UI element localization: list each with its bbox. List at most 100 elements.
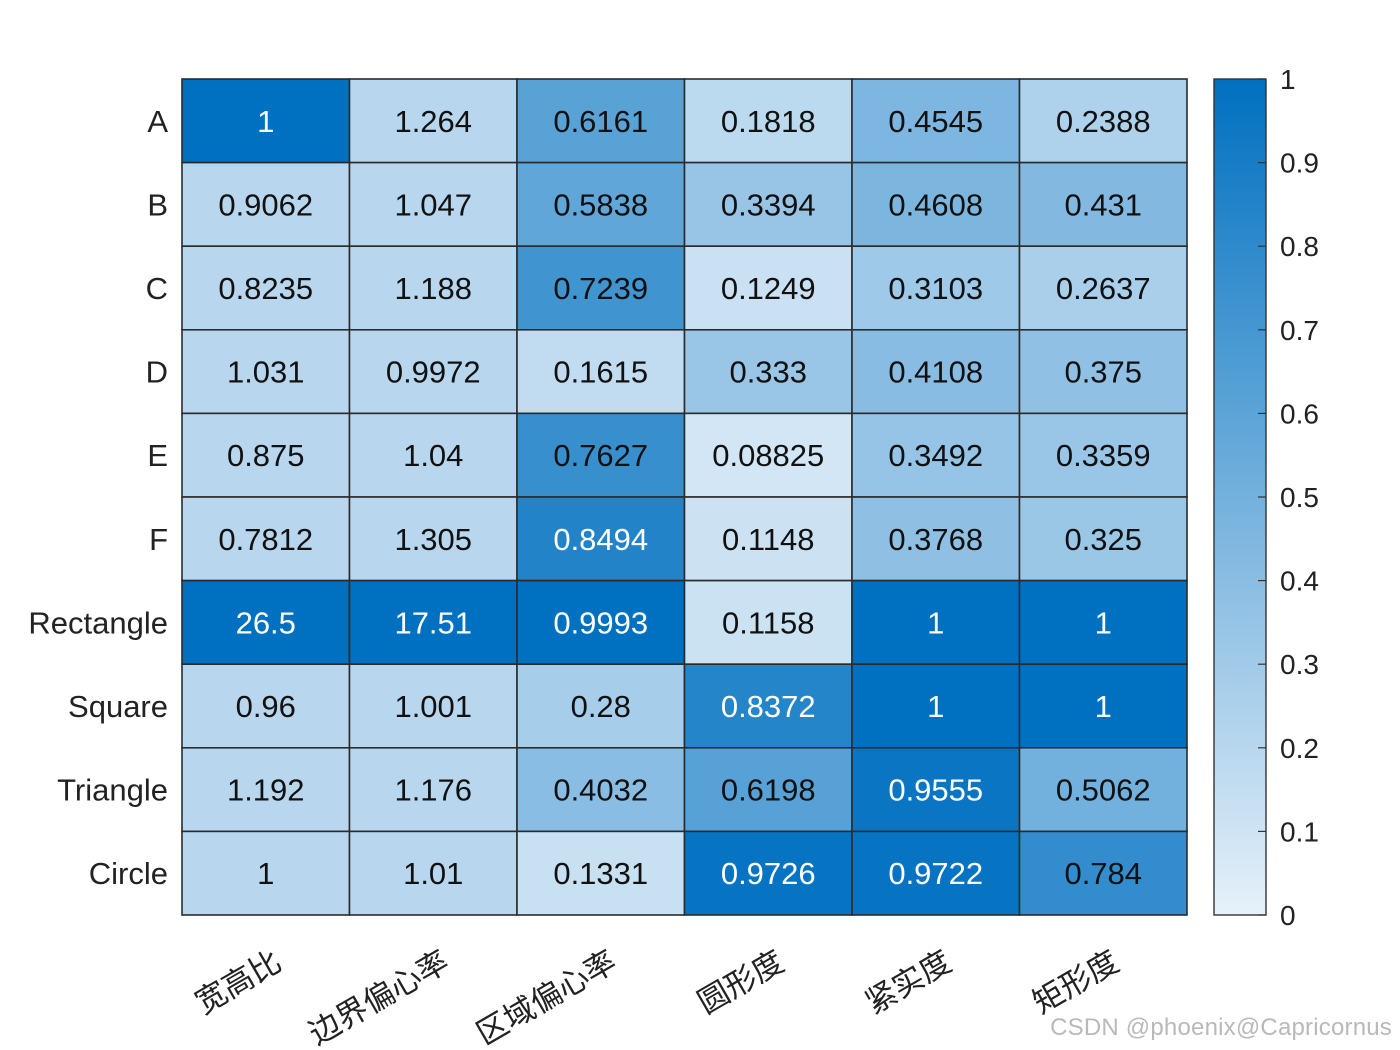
cell-value-label-2-4: 0.3103: [888, 271, 983, 306]
heatmap-cell-7-5: [1018, 663, 1188, 749]
cell-value-label-3-5: 0.375: [1064, 355, 1142, 390]
cell-value-label-4-4: 0.3492: [888, 438, 983, 473]
heatmap-cell-0-3: [683, 78, 853, 164]
cell-value-label-4-0: 0.875: [227, 438, 305, 473]
cell-value-label-8-2: 0.4032: [553, 773, 648, 808]
colorbar-tick-label-10: 1: [1280, 64, 1296, 95]
row-label-1: B: [147, 187, 168, 222]
heatmap-cell-3-3: [683, 328, 853, 415]
cell-value-label-9-0: 1: [257, 856, 274, 891]
heatmap-cell-6-1: [348, 579, 518, 665]
cell-value-label-0-1: 1.264: [394, 104, 472, 139]
heatmap-cell-5-0: [181, 496, 351, 582]
cell-value-label-6-3: 0.1158: [722, 605, 815, 640]
heatmap-cell-6-5: [1018, 579, 1188, 665]
heatmap-cells: [181, 78, 1188, 916]
row-label-9: Circle: [89, 856, 168, 891]
cell-value-label-6-0: 26.5: [236, 605, 296, 640]
heatmap-cell-4-2: [516, 412, 686, 498]
cell-value-label-4-5: 0.3359: [1056, 438, 1151, 473]
heatmap-cell-5-4: [851, 496, 1021, 582]
cell-value-label-6-2: 0.9993: [553, 605, 648, 640]
column-label-4: 紧实度: [859, 944, 957, 1021]
cell-value-label-2-3: 0.1249: [721, 271, 816, 306]
cell-value-label-6-4: 1: [927, 605, 944, 640]
colorbar: 0 0.1 0.2 0.3 0.4 0.5 0.6 0.7 0.8 0.9 1: [1213, 64, 1319, 931]
cell-value-label-3-4: 0.4108: [888, 355, 983, 390]
cell-value-label-1-0: 0.9062: [218, 187, 313, 222]
cell-value-label-0-2: 0.6161: [553, 104, 648, 139]
heatmap-cell-8-0: [181, 746, 351, 833]
heatmap-cell-6-2: [516, 579, 686, 665]
row-label-5: F: [149, 522, 168, 557]
row-label-2: C: [146, 271, 168, 306]
row-label-8: Triangle: [57, 773, 168, 808]
heatmap-cell-0-0: [181, 78, 351, 164]
cell-value-label-4-2: 0.7627: [553, 438, 648, 473]
cell-labels: 1 1.264 0.6161 0.1818 0.4545 0.2388 0.9062 1.04…: [218, 104, 1150, 891]
heatmap-cell-6-0: [181, 579, 351, 665]
heatmap-cell-8-4: [851, 746, 1021, 833]
row-label-4: E: [147, 438, 168, 473]
heatmap-cell-4-0: [181, 412, 351, 498]
cell-value-label-4-1: 1.04: [403, 438, 463, 473]
cell-value-label-0-0: 1: [257, 104, 274, 139]
heatmap-cell-2-1: [348, 245, 518, 331]
cell-value-label-0-4: 0.4545: [888, 104, 983, 139]
cell-value-label-5-4: 0.3768: [888, 522, 983, 557]
heatmap-cell-4-5: [1018, 412, 1188, 498]
cell-value-label-7-3: 0.8372: [721, 689, 816, 724]
heatmap-cell-5-5: [1018, 496, 1188, 582]
cell-value-label-1-5: 0.431: [1064, 187, 1142, 222]
column-label-3: 圆形度: [692, 944, 790, 1021]
heatmap-cell-7-2: [516, 663, 686, 749]
column-label-5: 矩形度: [1027, 944, 1125, 1021]
cell-value-label-7-2: 0.28: [571, 689, 631, 724]
heatmap-cell-1-1: [348, 161, 518, 248]
heatmap-cell-0-2: [516, 78, 686, 164]
heatmap-cell-9-1: [348, 830, 518, 916]
cell-value-label-9-3: 0.9726: [721, 856, 816, 891]
colorbar-tick-label-3: 0.3: [1280, 649, 1319, 680]
cell-value-label-1-2: 0.5838: [553, 187, 648, 222]
row-label-3: D: [146, 355, 168, 390]
cell-value-label-0-5: 0.2388: [1056, 104, 1151, 139]
heatmap-cell-4-4: [851, 412, 1021, 498]
cell-value-label-2-5: 0.2637: [1056, 271, 1151, 306]
cell-value-label-2-0: 0.8235: [218, 271, 313, 306]
cell-value-label-8-5: 0.5062: [1056, 773, 1151, 808]
row-labels: A B C D E F Rectangle Square Triangle Circle: [28, 104, 168, 891]
cell-value-label-7-1: 1.001: [394, 689, 472, 724]
colorbar-tick-label-1: 0.1: [1280, 816, 1319, 847]
cell-value-label-5-3: 0.1148: [722, 522, 815, 557]
heatmap-cell-2-5: [1018, 245, 1188, 331]
colorbar-tick-label-6: 0.6: [1280, 398, 1319, 429]
cell-value-label-9-4: 0.9722: [888, 856, 983, 891]
cell-value-label-3-1: 0.9972: [386, 355, 481, 390]
cell-value-label-3-3: 0.333: [729, 355, 807, 390]
cell-value-label-2-1: 1.188: [394, 271, 472, 306]
colorbar-gradient: [1213, 78, 1267, 916]
heatmap-cell-9-3: [683, 830, 853, 916]
cell-value-label-1-3: 0.3394: [721, 187, 816, 222]
heatmap-cell-9-4: [851, 830, 1021, 916]
heatmap-cell-2-3: [683, 245, 853, 331]
cell-value-label-3-2: 0.1615: [553, 355, 648, 390]
cell-value-label-4-3: 0.08825: [712, 438, 824, 473]
heatmap-cell-9-0: [181, 830, 351, 916]
cell-value-label-9-1: 1.01: [403, 856, 463, 891]
heatmap-cell-6-3: [683, 579, 853, 665]
heatmap-cell-7-0: [181, 663, 351, 749]
cell-value-label-5-0: 0.7812: [218, 522, 313, 557]
cell-value-label-1-4: 0.4608: [888, 187, 983, 222]
watermark: CSDN @phoenix@Capricornus: [1050, 1014, 1392, 1041]
cell-value-label-9-5: 0.784: [1064, 856, 1142, 891]
colorbar-tick-label-2: 0.2: [1280, 733, 1319, 764]
cell-value-label-7-5: 1: [1095, 689, 1112, 724]
heatmap-cell-3-4: [851, 328, 1021, 415]
cell-value-label-0-3: 0.1818: [721, 104, 816, 139]
heatmap-cell-1-5: [1018, 161, 1188, 248]
cell-value-label-3-0: 1.031: [227, 355, 305, 390]
cell-value-label-8-0: 1.192: [227, 773, 305, 808]
